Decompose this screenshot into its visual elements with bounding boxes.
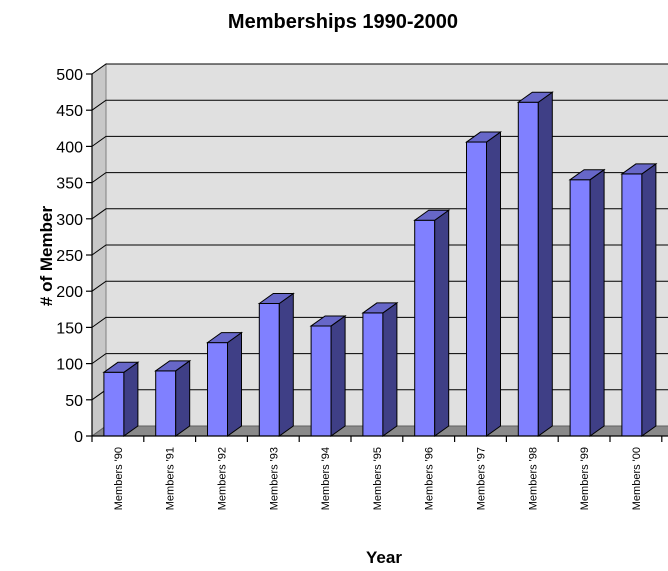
bar xyxy=(205,331,244,437)
y-tick-label: 300 xyxy=(56,212,83,229)
bar-side xyxy=(227,331,242,437)
bar-front xyxy=(103,371,125,437)
x-axis-label: Year xyxy=(366,548,402,567)
bar-side xyxy=(382,301,398,437)
bar xyxy=(257,292,295,437)
y-tick-label: 400 xyxy=(56,139,83,156)
bar xyxy=(464,131,503,437)
bar xyxy=(154,359,192,437)
bar-front xyxy=(362,312,384,437)
y-tick-label: 350 xyxy=(56,176,83,193)
x-tick-labels: Members '90 Members '91 Members '92 Members… xyxy=(113,447,643,510)
bar-top xyxy=(568,169,606,181)
bar-top xyxy=(361,302,399,314)
bar-front xyxy=(517,101,539,437)
x-tick-label: Members '95 xyxy=(372,447,384,510)
x-tick-label: Members '92 xyxy=(217,447,229,510)
bar-top xyxy=(309,315,347,327)
bar-front xyxy=(258,303,280,437)
bar-top xyxy=(257,293,295,305)
bar-top xyxy=(154,360,192,372)
x-tick-label: Members '96 xyxy=(424,447,436,510)
x-tick-label: Members '97 xyxy=(476,447,488,510)
y-tick-label: 200 xyxy=(56,284,83,301)
y-tick-label: 250 xyxy=(56,248,83,265)
chart-title: Memberships 1990-2000 xyxy=(228,11,458,33)
bar-front xyxy=(155,370,177,437)
y-tick-label: 450 xyxy=(56,103,83,120)
bar-side xyxy=(123,361,139,437)
bar-side xyxy=(434,209,450,437)
gridline xyxy=(91,63,668,75)
bar xyxy=(309,314,347,437)
bar-top xyxy=(413,209,451,221)
y-axis-label: # of Member xyxy=(37,206,56,307)
x-tick-label: Members '94 xyxy=(320,447,332,510)
bar-side xyxy=(330,314,346,437)
bar-side xyxy=(641,162,657,437)
bar-side xyxy=(589,168,605,437)
bar xyxy=(102,361,140,437)
bar xyxy=(413,209,451,437)
x-tick-label: Members '00 xyxy=(631,447,643,510)
x-tick-label: Members '90 xyxy=(113,447,125,510)
bar-top xyxy=(102,361,140,373)
y-tick-label: 500 xyxy=(56,67,83,84)
bar-front xyxy=(310,325,332,437)
bar-front xyxy=(414,219,436,437)
bar-side xyxy=(278,292,294,437)
bar xyxy=(620,162,658,437)
bar-top xyxy=(620,163,658,175)
gridline xyxy=(91,99,668,111)
x-tick-label: Members '98 xyxy=(527,447,539,510)
bar-front xyxy=(466,141,487,437)
x-tick-label: Members '99 xyxy=(579,447,591,510)
y-tick-label: 50 xyxy=(65,393,83,410)
bar xyxy=(568,168,606,437)
bar-front xyxy=(569,179,591,437)
bar xyxy=(516,91,554,437)
y-tick-labels: 0 50 100 150 200 250 300 350 400 450 500 xyxy=(56,67,83,446)
bar-top xyxy=(464,131,503,143)
bar-side xyxy=(537,91,553,437)
bar xyxy=(361,301,399,437)
bar-front xyxy=(207,342,228,437)
axes xyxy=(86,73,668,442)
bars xyxy=(102,91,658,437)
bar-top xyxy=(516,91,554,103)
bar-side xyxy=(486,131,501,437)
y-tick-label: 150 xyxy=(56,320,83,337)
bar-top xyxy=(205,332,244,344)
bar-front xyxy=(621,173,643,437)
x-tick-label: Members '93 xyxy=(268,447,280,510)
bar-side xyxy=(175,359,191,437)
y-tick-label: 0 xyxy=(74,429,83,446)
y-tick-label: 100 xyxy=(56,357,83,374)
x-tick-label: Members '91 xyxy=(165,447,177,510)
